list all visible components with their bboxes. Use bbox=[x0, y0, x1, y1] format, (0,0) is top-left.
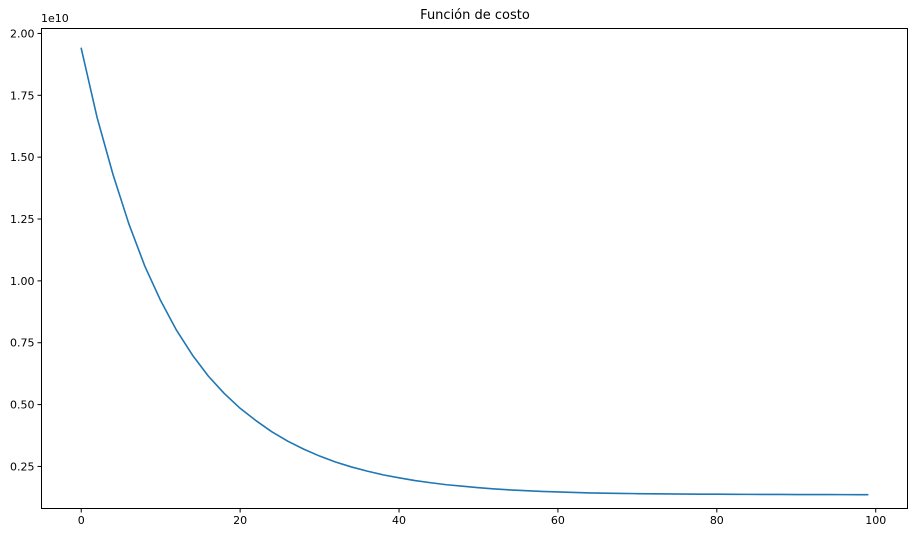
chart-title: Función de costo bbox=[420, 8, 530, 23]
series-line-1 bbox=[80, 47, 869, 496]
x-tick-label-40: 40 bbox=[392, 514, 406, 527]
y-tick-label-2.00: 2.00 bbox=[10, 27, 35, 40]
x-tick-label-0: 0 bbox=[78, 514, 85, 527]
series-layer bbox=[80, 47, 869, 496]
y-tick-label-1.25: 1.25 bbox=[10, 213, 35, 226]
y-axis: 0.25 0.50 0.75 1.00 1.25 1.50 1.75 2.00 bbox=[10, 27, 42, 473]
x-tick-label-60: 60 bbox=[551, 514, 565, 527]
y-tick-label-0.25: 0.25 bbox=[10, 460, 35, 473]
y-tick-label-1.75: 1.75 bbox=[10, 89, 35, 102]
y-tick-label-0.75: 0.75 bbox=[10, 337, 35, 350]
y-tick-label-0.50: 0.50 bbox=[10, 399, 35, 412]
x-tick-label-80: 80 bbox=[710, 514, 724, 527]
y-tick-label-1.00: 1.00 bbox=[10, 275, 35, 288]
x-axis: 0 20 40 60 80 100 bbox=[78, 508, 886, 527]
x-tick-label-100: 100 bbox=[865, 514, 886, 527]
y-axis-offset-label: 1e10 bbox=[41, 12, 69, 25]
plot-area bbox=[41, 28, 908, 509]
x-tick-label-20: 20 bbox=[233, 514, 247, 527]
y-tick-label-1.50: 1.50 bbox=[10, 151, 35, 164]
